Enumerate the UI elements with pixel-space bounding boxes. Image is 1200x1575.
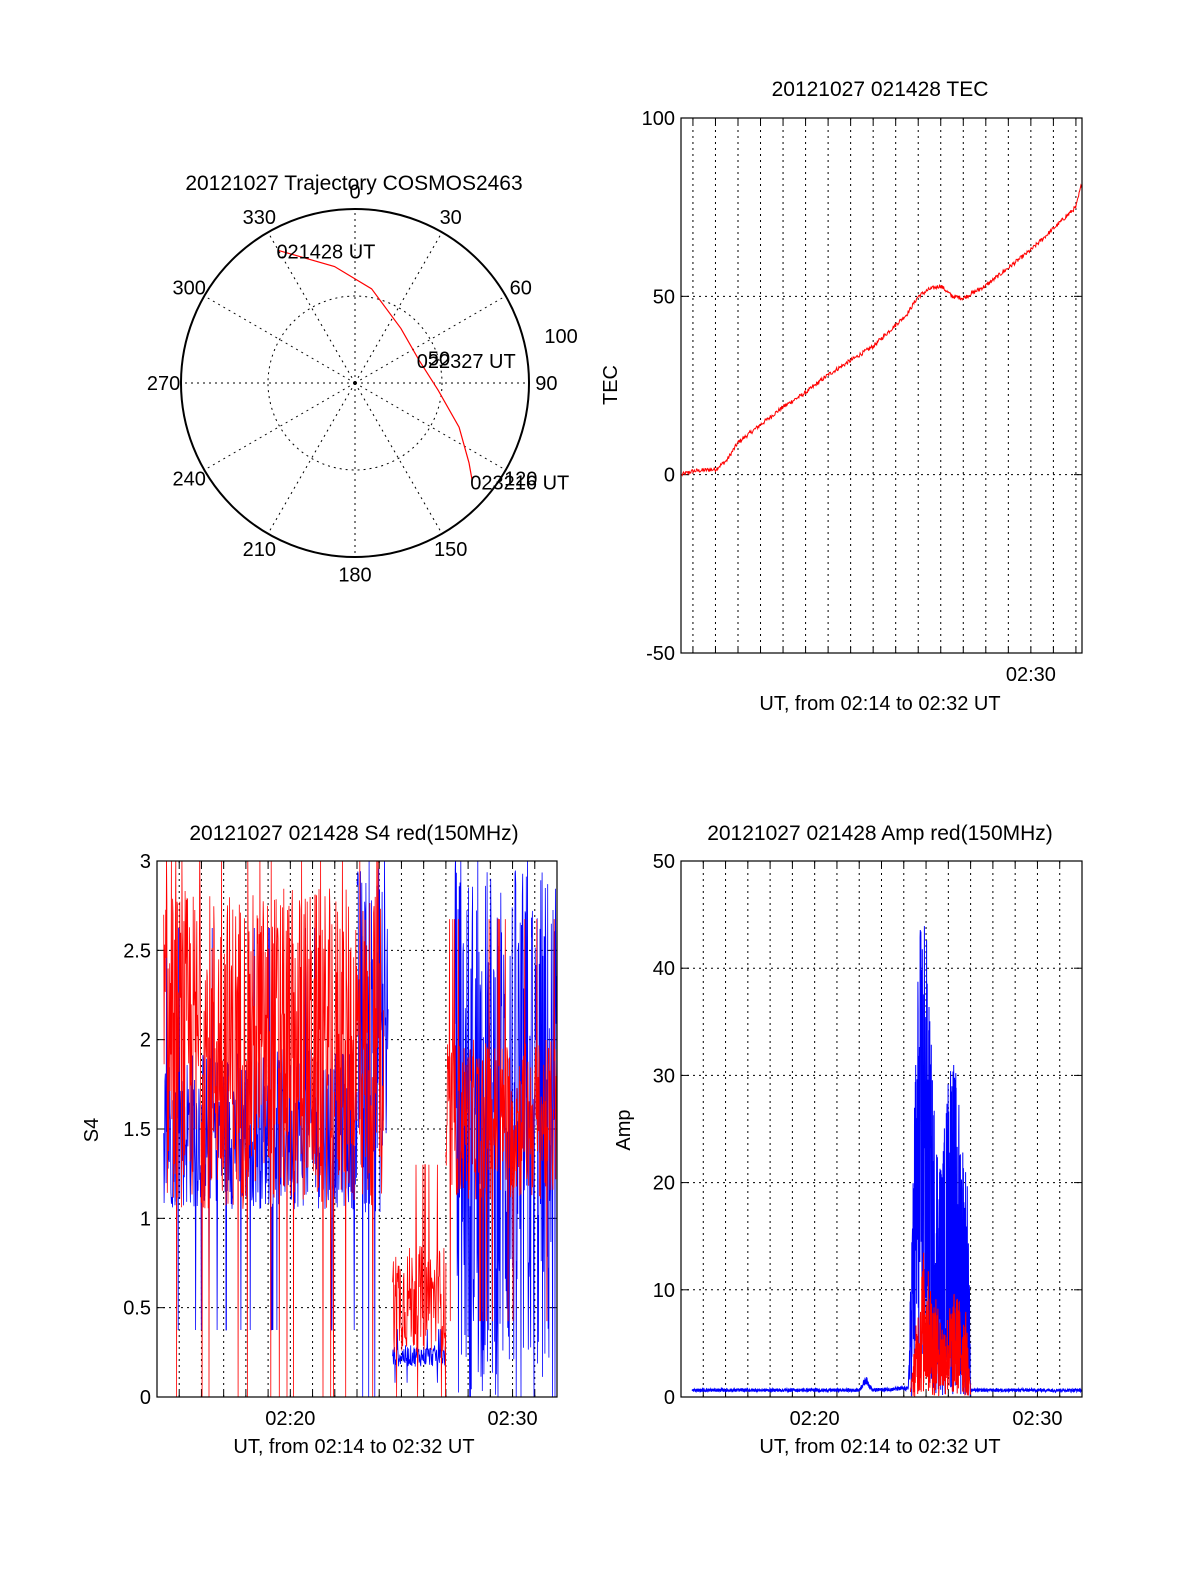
amp-panel: 20121027 021428 Amp red(150MHz) 0 10 20 30 4… (613, 822, 1083, 1458)
polar-azimuth-tick: 0 (349, 182, 360, 204)
polar-azimuth-tick: 30 (440, 207, 462, 229)
amp-red-series (910, 1252, 972, 1397)
tec-y-axis-label: TEC (600, 365, 622, 405)
tec-series-line (681, 183, 1083, 477)
amp-plot-area: 0 10 20 30 40 50 02:20 02:30 (653, 851, 1083, 1430)
s4-panel: 20121027 021428 S4 red(150MHz) 0 0.5 1 1.5 2… (81, 822, 558, 1458)
x-tick-label: 02:30 (1012, 1408, 1062, 1430)
polar-azimuth-tick: 90 (535, 373, 557, 395)
s4-title: 20121027 021428 S4 red(150MHz) (189, 822, 518, 845)
y-tick-label: 3 (140, 851, 151, 873)
y-tick-label: 2.5 (123, 940, 151, 962)
amp-blue-series (691, 926, 1083, 1397)
x-tick-label: 02:30 (1006, 664, 1056, 686)
polar-time-label: 021428 UT (276, 241, 375, 263)
y-tick-label: 100 (642, 108, 675, 130)
tec-title: 20121027 021428 TEC (772, 78, 989, 101)
polar-spoke (354, 382, 506, 471)
y-tick-label: 1.5 (123, 1119, 151, 1141)
s4-frame (156, 860, 558, 1398)
y-tick-label: 2 (140, 1030, 151, 1052)
polar-azimuth-tick: 240 (173, 469, 206, 491)
polar-azimuth-tick: 210 (243, 539, 276, 561)
amp-frame (680, 860, 1083, 1398)
y-tick-label: 0 (664, 465, 675, 487)
x-tick-label: 02:20 (265, 1408, 315, 1430)
polar-time-label: 022327 UT (417, 351, 516, 373)
polar-radial-ticks: 50 100 (428, 326, 578, 371)
polar-spoke (354, 382, 443, 534)
polar-azimuth-ticks: 0 30 60 90 120 150 180 210 240 270 300 330 (147, 182, 558, 587)
y-tick-label: 50 (653, 851, 675, 873)
s4-red-series (392, 1164, 447, 1397)
s4-red-series (445, 918, 557, 1322)
polar-azimuth-tick: 150 (434, 539, 467, 561)
y-tick-label: 0 (140, 1387, 151, 1409)
s4-blue-series (454, 861, 557, 1397)
polar-spoke (267, 382, 356, 534)
polar-spoke (204, 295, 356, 384)
polar-spoke (204, 382, 356, 471)
polar-title: 20121027 Trajectory COSMOS2463 (185, 172, 522, 195)
y-tick-label: -50 (646, 643, 675, 665)
polar-time-label: 023216 UT (470, 472, 569, 494)
x-tick-label: 02:30 (488, 1408, 538, 1430)
polar-trajectory: 021428 UT 022327 UT 023216 UT (276, 241, 569, 494)
amp-y-axis-label: Amp (613, 1109, 635, 1150)
polar-outer-circle (180, 208, 530, 558)
polar-azimuth-tick: 60 (510, 277, 532, 299)
polar-spoke (354, 232, 443, 384)
polar-azimuth-tick: 330 (243, 207, 276, 229)
polar-azimuth-tick: 270 (147, 373, 180, 395)
y-tick-label: 10 (653, 1280, 675, 1302)
s4-y-axis-label: S4 (81, 1118, 103, 1142)
tec-frame (680, 117, 1083, 654)
polar-radial-tick: 100 (544, 326, 577, 348)
polar-azimuth-tick: 300 (173, 277, 206, 299)
tec-panel: 20121027 021428 TEC -50 0 50 100 02:30 UT, f… (600, 78, 1083, 715)
s4-blue-series (392, 1329, 447, 1383)
polar-panel: 20121027 Trajectory COSMOS2463 0 30 60 90 12… (147, 172, 578, 586)
s4-plot-area: 0 0.5 1 1.5 2 2.5 3 02:20 02:30 (123, 851, 558, 1430)
amp-x-axis-label: UT, from 02:14 to 02:32 UT (759, 1436, 1000, 1458)
y-tick-label: 20 (653, 1173, 675, 1195)
polar-grid (180, 208, 530, 558)
amp-title: 20121027 021428 Amp red(150MHz) (707, 822, 1053, 845)
y-tick-label: 0 (664, 1387, 675, 1409)
x-tick-label: 02:20 (790, 1408, 840, 1430)
y-tick-label: 1 (140, 1208, 151, 1230)
s4-red-series (163, 861, 385, 1397)
polar-spoke (267, 232, 356, 384)
polar-azimuth-tick: 120 (504, 469, 537, 491)
polar-trajectory-line (278, 249, 473, 482)
y-tick-label: 30 (653, 1065, 675, 1087)
tec-x-axis-label: UT, from 02:14 to 02:32 UT (759, 693, 1000, 715)
polar-grid-circle (267, 295, 443, 471)
s4-blue-series (163, 927, 358, 1331)
y-tick-label: 50 (653, 286, 675, 308)
y-tick-label: 40 (653, 958, 675, 980)
polar-azimuth-tick: 180 (338, 564, 371, 586)
tec-plot-area: -50 0 50 100 02:30 (642, 108, 1083, 686)
polar-spoke (354, 295, 506, 384)
polar-radial-tick: 50 (428, 348, 450, 370)
y-tick-label: 0.5 (123, 1298, 151, 1320)
s4-x-axis-label: UT, from 02:14 to 02:32 UT (233, 1436, 474, 1458)
